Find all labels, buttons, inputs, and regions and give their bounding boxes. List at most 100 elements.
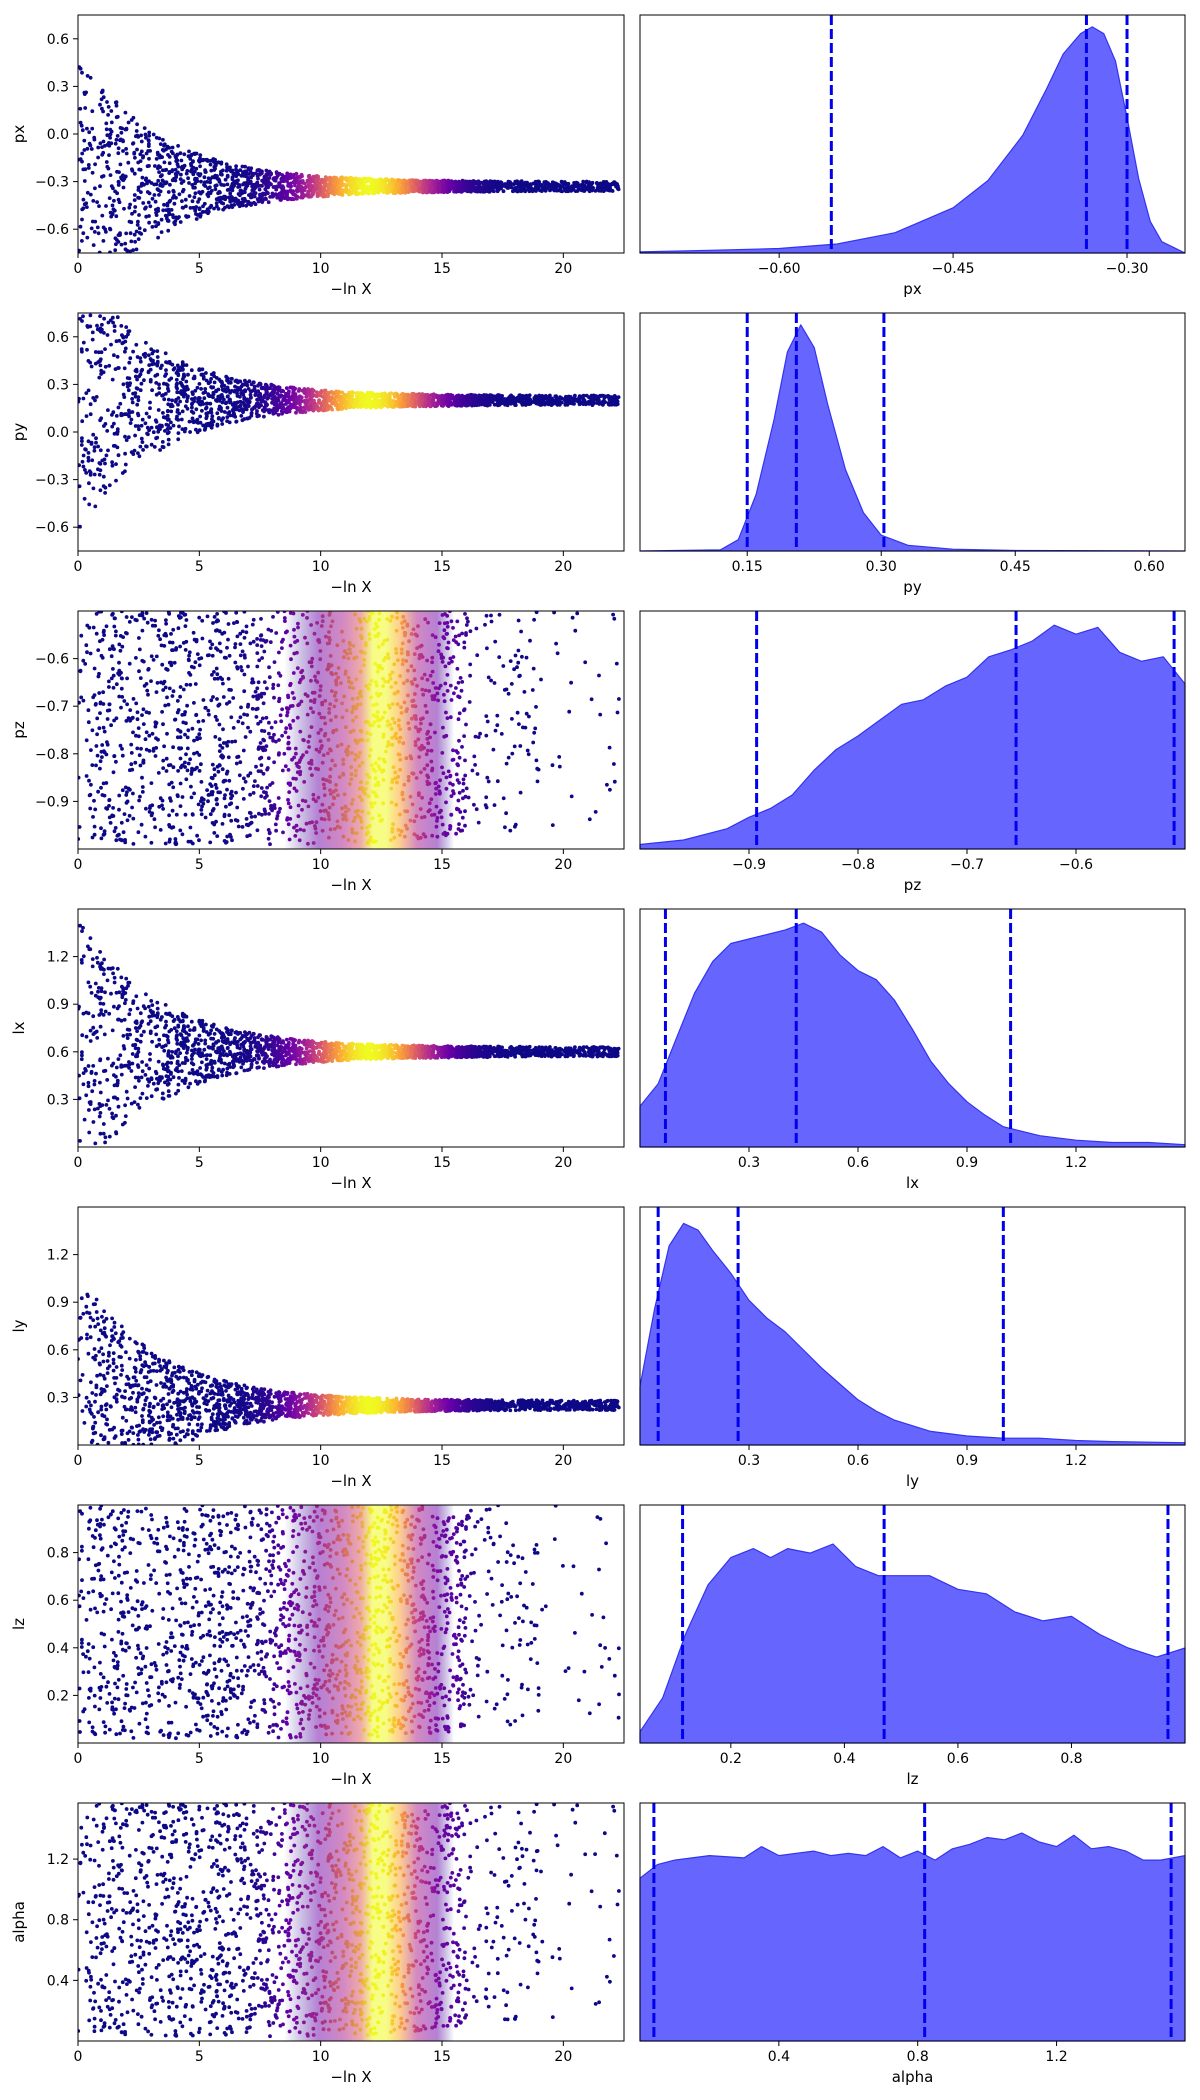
trace-point (226, 394, 230, 399)
trace-point (101, 474, 106, 479)
trace-point (259, 385, 264, 390)
trace-point (562, 180, 566, 185)
trace-point (139, 381, 144, 386)
trace-point (179, 165, 184, 170)
trace-point (377, 186, 381, 191)
trace-point (308, 180, 313, 184)
trace-point (78, 65, 82, 69)
trace-point (233, 402, 238, 406)
trace-point (239, 201, 243, 206)
trace-point (114, 759, 118, 764)
trace-point (159, 230, 164, 235)
trace-point (243, 735, 248, 739)
trace-point (542, 400, 547, 405)
trace-point (79, 347, 84, 352)
trace-point (85, 347, 89, 352)
trace-point (458, 397, 463, 401)
trace-point (506, 185, 511, 190)
trace-point (259, 763, 264, 767)
trace-point (241, 400, 246, 405)
trace-point (110, 315, 115, 320)
trace-point (537, 393, 542, 398)
trace-point (184, 752, 188, 757)
trace-point (85, 235, 90, 240)
trace-point (80, 217, 84, 222)
trace-point (155, 349, 160, 353)
trace-point (327, 175, 332, 180)
trace-point (448, 187, 453, 191)
trace-point (208, 180, 213, 185)
trace-point (99, 90, 104, 95)
trace-point (515, 397, 519, 402)
trace-point (142, 126, 147, 130)
trace-point (87, 130, 92, 135)
trace-point (122, 366, 127, 371)
trace-point (256, 168, 261, 173)
trace-point (121, 382, 126, 387)
trace-point (107, 483, 112, 488)
trace-point (333, 179, 338, 184)
trace-point (276, 412, 281, 417)
trace-point (83, 106, 88, 110)
trace-point (147, 214, 151, 218)
trace-point (509, 185, 514, 190)
trace-point (573, 393, 577, 398)
trace-point (135, 147, 139, 152)
trace-point (97, 250, 102, 253)
trace-point (81, 453, 86, 458)
trace-point (198, 153, 203, 158)
trace-point (297, 179, 302, 184)
trace-point (96, 231, 101, 236)
trace-point (152, 193, 157, 197)
trace-point (344, 184, 348, 189)
trace-point (440, 179, 444, 184)
trace-point (200, 408, 204, 413)
trace-point (172, 660, 177, 665)
trace-point (266, 200, 271, 205)
trace-point (114, 339, 119, 344)
trace-point (179, 417, 184, 422)
trace-point (307, 173, 312, 178)
trace-point (100, 322, 104, 327)
trace-point (188, 682, 193, 687)
trace-point (332, 175, 337, 180)
trace-point (224, 162, 229, 167)
trace-point (242, 417, 247, 421)
trace-point (218, 172, 223, 177)
trace-point (133, 391, 138, 396)
trace-point (581, 189, 586, 193)
trace-point (249, 203, 254, 207)
trace-point (168, 198, 173, 203)
trace-point (88, 324, 93, 329)
trace-point (611, 612, 615, 617)
trace-point (125, 381, 130, 386)
trace-point (131, 791, 135, 796)
trace-point (143, 132, 148, 137)
trace-point (264, 168, 269, 173)
trace-point (92, 448, 97, 453)
trace-point (263, 192, 267, 197)
trace-point (238, 188, 243, 193)
trace-point (80, 151, 85, 156)
trace-point (81, 231, 86, 236)
kde-area-py (639, 324, 1186, 552)
trace-point (516, 189, 520, 194)
trace-point (185, 386, 189, 391)
trace-point (601, 393, 606, 398)
x-tick-label: −0.60 (758, 261, 801, 277)
trace-point (208, 191, 213, 196)
trace-point (162, 397, 167, 402)
trace-point (228, 191, 233, 196)
trace-point (118, 162, 123, 167)
trace-point (364, 190, 368, 195)
trace-point (482, 395, 487, 399)
kde-axes-frame (639, 14, 1186, 254)
trace-point (207, 394, 212, 399)
trace-point (558, 395, 562, 399)
kde-x-label: py (903, 578, 922, 596)
trace-point (110, 203, 115, 208)
trace-point (539, 189, 544, 194)
trace-point (193, 181, 198, 186)
trace-point (114, 414, 119, 418)
trace-point (175, 386, 180, 391)
